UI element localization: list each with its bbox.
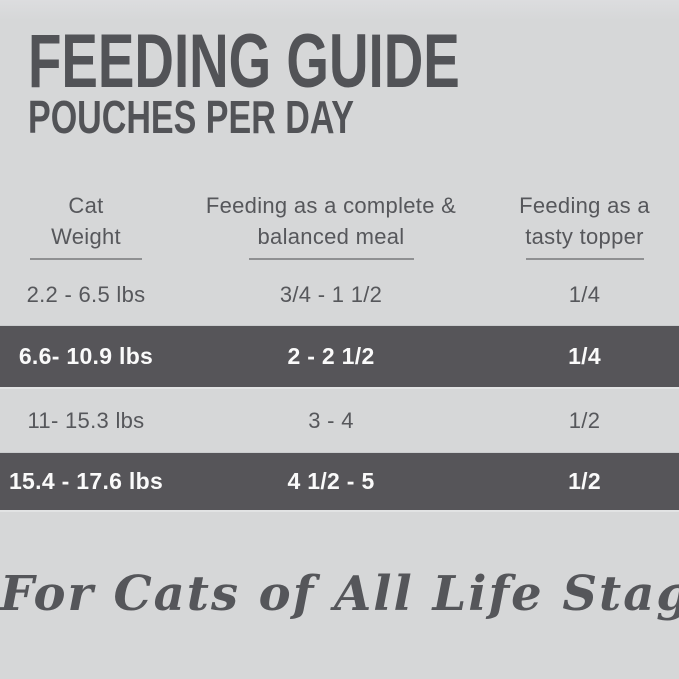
header-underline <box>525 258 644 260</box>
cell-complete-meal: 3 - 4 <box>308 407 354 433</box>
cell-tasty-topper: 1/4 <box>568 343 601 369</box>
column-header-complete-meal: Feeding as a complete & balanced meal <box>172 190 490 260</box>
life-stages-tagline: For Cats of All Life Stages <box>0 566 679 622</box>
cell-cat-weight: 15.4 - 17.6 lbs <box>8 468 164 494</box>
column-header-line: balanced meal <box>257 224 405 249</box>
header-underline <box>248 258 414 260</box>
table-body: 2.2 - 6.5 lbs 3/4 - 1 1/2 1/4 6.6- 10.9 … <box>0 265 679 512</box>
page-title: FEEDING GUIDE <box>28 19 460 104</box>
cell-cat-weight: 11- 15.3 lbs <box>27 407 145 433</box>
table-row-highlighted: 15.4 - 17.6 lbs 4 1/2 - 5 1/2 <box>0 452 679 512</box>
cell-tasty-topper: 1/2 <box>568 468 601 494</box>
column-header-tasty-topper: Feeding as a tasty topper <box>490 190 679 260</box>
table-row: 2.2 - 6.5 lbs 3/4 - 1 1/2 1/4 <box>0 265 679 325</box>
page-subtitle: POUCHES PER DAY <box>28 91 354 143</box>
cell-complete-meal: 3/4 - 1 1/2 <box>279 282 383 307</box>
column-header-line: Feeding as a complete & <box>205 193 457 218</box>
column-header-line: Weight <box>51 224 121 249</box>
cell-tasty-topper: 1/2 <box>568 407 601 433</box>
cell-complete-meal: 4 1/2 - 5 <box>287 468 375 494</box>
column-header-cat-weight: Cat Weight <box>0 190 172 260</box>
cell-cat-weight: 2.2 - 6.5 lbs <box>26 282 146 307</box>
column-header-line: Feeding as a <box>519 193 650 218</box>
column-header-line: Cat <box>68 193 104 218</box>
table-row-highlighted: 6.6- 10.9 lbs 2 - 2 1/2 1/4 <box>0 325 679 389</box>
table-header-row: Cat Weight Feeding as a complete & balan… <box>0 190 679 260</box>
cell-cat-weight: 6.6- 10.9 lbs <box>18 343 154 369</box>
header-underline <box>30 258 142 260</box>
table-row: 11- 15.3 lbs 3 - 4 1/2 <box>0 389 679 452</box>
cell-tasty-topper: 1/4 <box>568 282 601 307</box>
column-header-line: tasty topper <box>525 224 644 249</box>
cell-complete-meal: 2 - 2 1/2 <box>287 343 375 369</box>
